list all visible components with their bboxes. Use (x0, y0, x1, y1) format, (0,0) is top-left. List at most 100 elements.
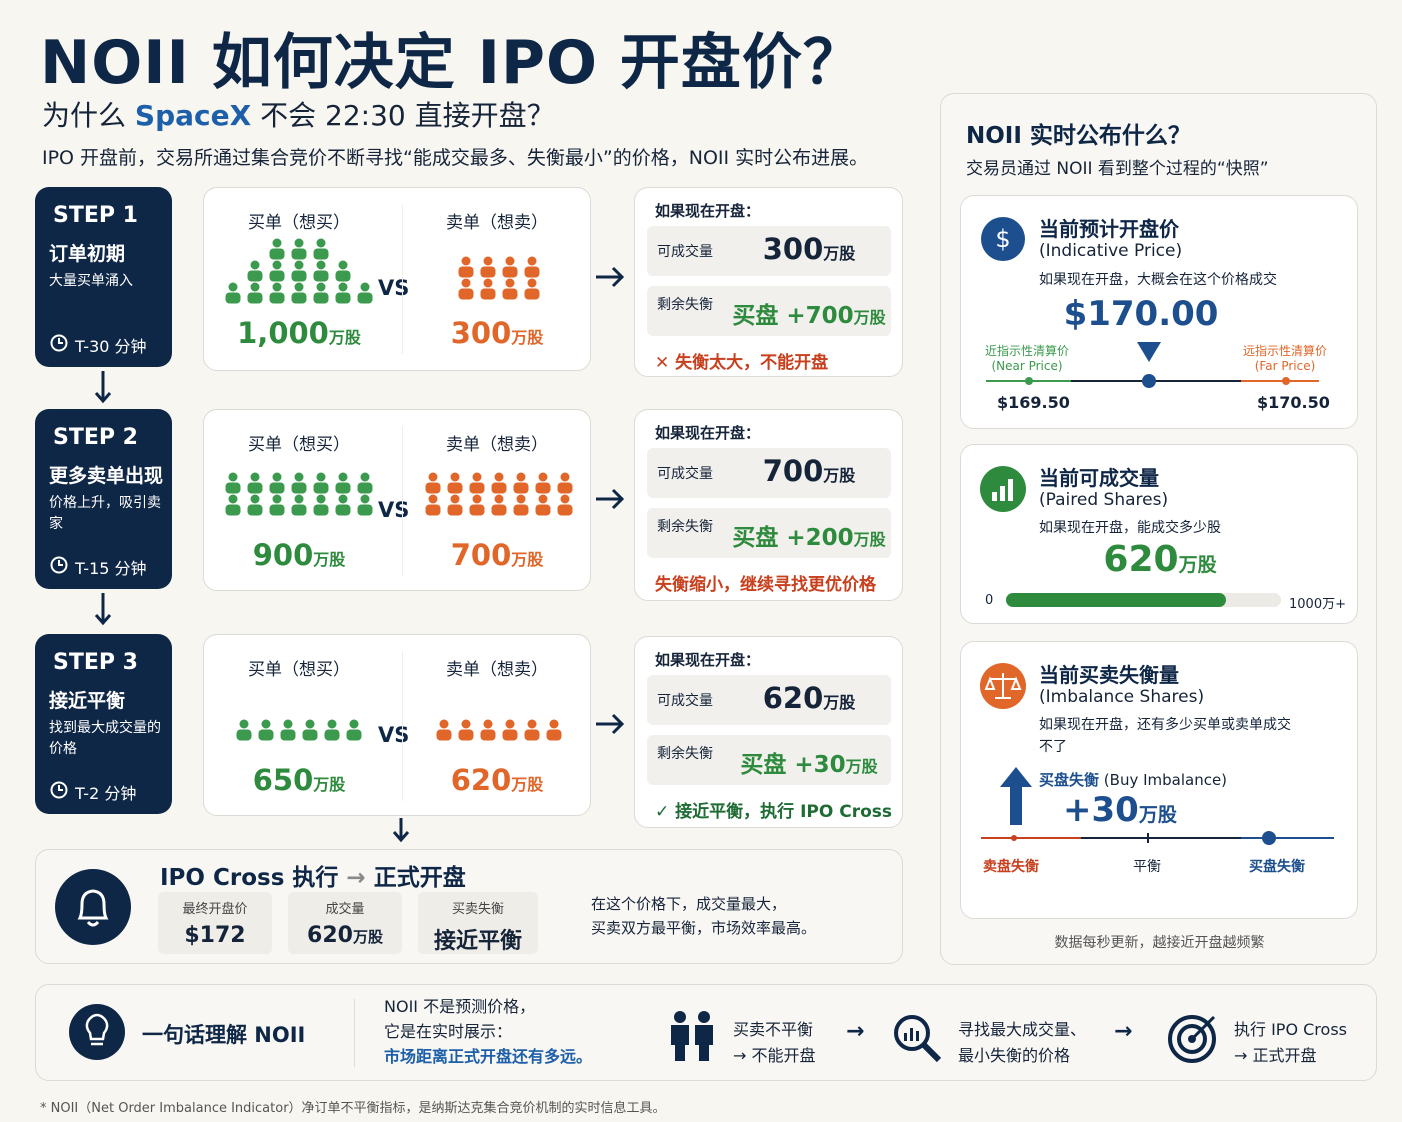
person (269, 238, 285, 260)
cross-tile: 买卖失衡 接近平衡 (418, 892, 538, 954)
icon-part (1142, 374, 1156, 388)
person-body (425, 504, 441, 516)
imbalance-label: 剩余失衡 (657, 519, 713, 535)
imbalance-unit: 万股 (853, 530, 886, 549)
arrow-shape (94, 371, 112, 404)
person-head (483, 719, 493, 729)
person (502, 278, 518, 300)
person (458, 278, 474, 300)
person-body (335, 292, 351, 304)
arrow-shape (596, 488, 625, 510)
person (225, 494, 241, 516)
result-arrow (596, 266, 625, 288)
flow-line: 买卖不平衡 (733, 1020, 814, 1039)
person (491, 472, 507, 494)
person-head (494, 472, 504, 482)
imbalance-row: 剩余失衡 买盘 +30万股 (647, 735, 891, 785)
crowd-icon (425, 472, 573, 516)
person-head (428, 494, 438, 504)
person (546, 719, 562, 741)
price-title: 当前预计开盘价 (1039, 217, 1179, 241)
paired-number: 300 (762, 232, 824, 266)
person (335, 472, 351, 494)
person (324, 719, 340, 741)
cross-tile: 最终开盘价 $172 (158, 892, 272, 954)
icon-part (695, 1025, 713, 1061)
person (269, 472, 285, 494)
person (225, 282, 241, 304)
person-body (436, 729, 452, 741)
person-body (491, 504, 507, 516)
person-body (535, 482, 551, 494)
person-body (524, 288, 540, 300)
flow-line: → 正式开盘 (1234, 1046, 1317, 1065)
step-desc: 价格上升，吸引卖家 (49, 495, 161, 532)
orders-card: 买单（想买） 卖单（想卖） VS 1,000万股 300万股 (203, 187, 591, 371)
person (247, 494, 263, 516)
person-head (261, 719, 271, 729)
person (357, 282, 373, 304)
panel-subtitle: 交易员通过 NOII 看到整个过程的“快照” (966, 159, 1269, 179)
step-arrow (94, 593, 112, 626)
person-head (316, 494, 326, 504)
paired-label: 可成交量 (657, 244, 713, 260)
sell-number: 300 (450, 316, 512, 350)
paired-number: 620 (1103, 539, 1179, 580)
imbalance-value: 买盘 +30万股 (727, 745, 891, 779)
summary-line: 市场距离正式开盘还有多远。 (384, 1047, 593, 1066)
person-head (494, 494, 504, 504)
person-head (549, 719, 559, 729)
paired-unit: 万股 (823, 244, 856, 263)
person-head (228, 282, 238, 292)
person-body (502, 729, 518, 741)
imbalance-row: 剩余失衡 买盘 +200万股 (647, 508, 891, 558)
person (247, 282, 263, 304)
person (447, 472, 463, 494)
people-icon (671, 1011, 713, 1061)
cross-note: 在这个价格下，成交量最大， 买卖双方最平衡，市场效率最高。 (591, 892, 816, 940)
buy-quantity: 650万股 (204, 763, 394, 797)
person-head (349, 719, 359, 729)
person (291, 472, 307, 494)
person-head (538, 472, 548, 482)
far-price: $170.50 (1257, 393, 1330, 412)
person-head (516, 494, 526, 504)
person-head (316, 238, 326, 248)
person-body (247, 504, 263, 516)
icon-part (77, 889, 109, 920)
result-card: 如果现在开盘： 可成交量 620万股 剩余失衡 买盘 +30万股 ✓ 接近平衡，执行 IP… (634, 636, 903, 828)
divider (402, 651, 403, 801)
crowd-icon (436, 719, 562, 741)
buy-label: 买单（想买） (248, 213, 350, 233)
far-label-cn: 远指示性清算价 (1243, 344, 1328, 358)
flow-step: 寻找最大成交量、 最小失衡的价格 (958, 1017, 1086, 1069)
person-body (291, 292, 307, 304)
icon-part (1137, 342, 1161, 362)
person (469, 472, 485, 494)
indicative-price: $170.00 (1063, 294, 1219, 334)
subtitle-post: 不会 22:30 直接开盘？ (260, 99, 555, 132)
person (335, 282, 351, 304)
cross-title-b: 正式开盘 (373, 865, 466, 891)
person (480, 278, 496, 300)
clock-icon (50, 781, 68, 799)
icon-part: $ (995, 225, 1010, 253)
person-body (546, 729, 562, 741)
imbalance-row: 剩余失衡 买盘 +700万股 (647, 286, 891, 336)
person-head (250, 260, 260, 270)
person-head (450, 494, 460, 504)
person-body (513, 482, 529, 494)
up-arrow (1000, 767, 1032, 825)
subtitle-pre: 为什么 (42, 99, 127, 132)
person (480, 719, 496, 741)
result-title: 如果现在开盘： (655, 651, 761, 669)
buy-unit: 万股 (328, 328, 361, 347)
buy-number: 650 (252, 763, 314, 797)
paired-value: 700万股 (739, 454, 879, 488)
tile-value: 接近平衡 (418, 923, 538, 955)
imbalance-unit: 万股 (853, 308, 886, 327)
icon-part (1190, 1015, 1216, 1041)
imbalance-mid: 平衡 (1133, 859, 1161, 875)
